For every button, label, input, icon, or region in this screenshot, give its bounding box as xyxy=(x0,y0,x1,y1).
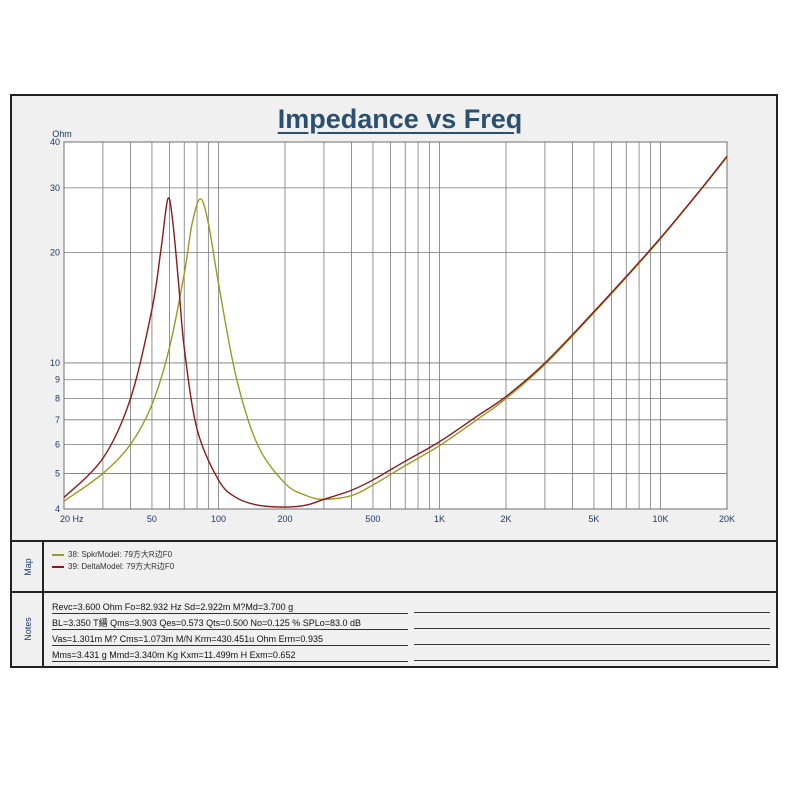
y-tick-label: 40 xyxy=(50,137,60,147)
chart-title: Impedance vs Freq xyxy=(277,104,523,134)
x-tick-label: 5K xyxy=(588,514,599,524)
map-panel-label: Map xyxy=(22,558,33,576)
note-blank-line-2 xyxy=(414,628,770,629)
notes-separator xyxy=(12,591,778,593)
legend-label: 39: DeltaModel: 79方大R边F0 xyxy=(68,562,175,571)
x-tick-label: 1K xyxy=(434,514,445,524)
legend-label: 38: SpkrModel: 79方大R边F0 xyxy=(68,550,173,559)
y-tick-label: 9 xyxy=(55,375,60,385)
y-tick-label: 30 xyxy=(50,183,60,193)
y-tick-label: 4 xyxy=(55,504,60,514)
plot-area xyxy=(63,141,728,510)
note-line-1: Revc=3.600 Ohm Fo=82.932 Hz Sd=2.922m M?… xyxy=(52,601,408,614)
note-line-3: Vas=1.301m M? Cms=1.073m M/N Krm=430.451… xyxy=(52,633,408,646)
x-tick-label: 20 Hz xyxy=(60,514,84,524)
legend-swatch-spkrmodel xyxy=(52,553,64,556)
series-line-spkrmodel xyxy=(63,156,728,502)
y-tick-label: 6 xyxy=(55,439,60,449)
notes-panel-label: Notes xyxy=(22,617,33,641)
side-panel-divider xyxy=(42,541,44,667)
x-tick-label: 200 xyxy=(277,514,292,524)
y-tick-label: 7 xyxy=(55,415,60,425)
x-tick-label: 20K xyxy=(719,514,735,524)
y-tick-label: 5 xyxy=(55,468,60,478)
map-separator xyxy=(12,540,778,542)
note-blank-line-1 xyxy=(414,612,770,613)
chart-grid xyxy=(63,141,728,510)
note-line-4: Mms=3.431 g Mmd=3.340m Kg Kxm=11.499m H … xyxy=(52,649,408,662)
legend-item-deltamodel[interactable]: 39: DeltaModel: 79方大R边F0 xyxy=(52,561,174,572)
y-axis-unit-label: Ohm xyxy=(52,129,72,139)
note-blank-line-4 xyxy=(414,660,770,661)
legend-item-spkrmodel[interactable]: 38: SpkrModel: 79方大R边F0 xyxy=(52,549,172,560)
note-line-2: BL=3.350 T縉 Qms=3.903 Qes=0.573 Qts=0.50… xyxy=(52,617,408,630)
x-tick-label: 50 xyxy=(147,514,157,524)
x-tick-label: 2K xyxy=(500,514,511,524)
x-tick-label: 10K xyxy=(652,514,668,524)
y-tick-label: 10 xyxy=(50,358,60,368)
y-tick-label: 20 xyxy=(50,247,60,257)
series-line-deltamodel xyxy=(63,155,728,508)
x-tick-label: 100 xyxy=(211,514,226,524)
legend-swatch-deltamodel xyxy=(52,565,64,568)
y-tick-label: 8 xyxy=(55,394,60,404)
note-blank-line-3 xyxy=(414,644,770,645)
x-tick-label: 500 xyxy=(365,514,380,524)
